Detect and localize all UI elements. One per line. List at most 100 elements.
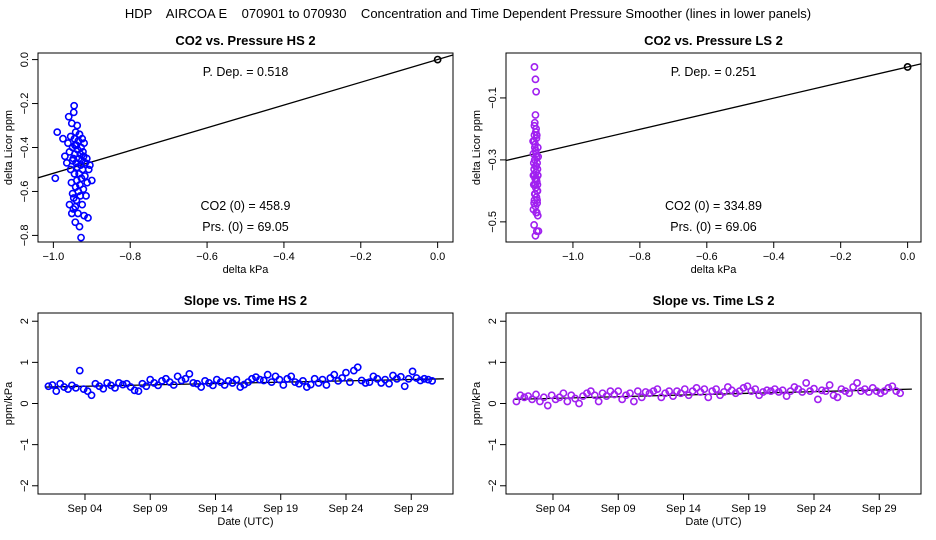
data-point (563, 397, 572, 406)
data-point (533, 186, 542, 195)
data-point (763, 386, 771, 395)
data-point (551, 395, 560, 404)
data-point (275, 375, 284, 384)
y-tick-label: −1 (487, 438, 499, 451)
data-point (70, 141, 79, 150)
data-point (751, 385, 760, 394)
annotation-prs-zero: Prs. (0) = 69.05 (202, 220, 289, 234)
annotation-prs-zero: Prs. (0) = 69.06 (670, 220, 757, 234)
data-point (82, 191, 90, 200)
x-tick-label: −0.4 (273, 251, 295, 263)
data-point (837, 385, 846, 394)
data-point (661, 389, 670, 398)
x-tick-label: −0.2 (830, 251, 852, 263)
data-point (845, 389, 854, 398)
data-point (87, 176, 96, 185)
data-point (428, 376, 437, 385)
y-tick-label: 1 (487, 359, 499, 365)
data-point (64, 139, 72, 148)
data-point (70, 101, 79, 110)
data-point (767, 387, 775, 396)
data-point (263, 370, 272, 379)
x-tick-label: 0.0 (430, 251, 445, 263)
panel-ls-pressure: CO2 vs. Pressure LS 2 −1.0 −0.8 −0.6 −0.4 −0.… (471, 33, 922, 276)
data-point (118, 380, 127, 389)
data-point (189, 379, 198, 387)
data-point (778, 386, 787, 395)
data-point (731, 389, 740, 398)
data-point (829, 391, 838, 400)
data-point (75, 366, 84, 375)
data-point (708, 387, 717, 396)
data-point (532, 134, 541, 143)
data-point (704, 393, 713, 402)
data-point (71, 218, 80, 227)
data-point (534, 227, 543, 236)
panel-title: CO2 vs. Pressure HS 2 (175, 33, 315, 48)
data-point (130, 386, 139, 395)
y-tick-label: 0 (487, 400, 499, 406)
data-point (84, 165, 93, 174)
data-point (66, 132, 75, 141)
data-point (87, 391, 96, 400)
data-point (396, 372, 405, 381)
y-tick-label: −0.2 (19, 93, 31, 115)
y-axis-label: delta Licor ppm (3, 110, 15, 185)
data-point (790, 383, 799, 391)
data-point (173, 372, 182, 381)
data-point (543, 401, 552, 410)
data-point (279, 381, 288, 389)
data-point (841, 387, 850, 396)
data-point (220, 381, 229, 389)
data-point (539, 393, 548, 402)
data-point (559, 389, 568, 398)
data-point (802, 379, 811, 387)
data-point (739, 383, 748, 392)
data-point (404, 374, 413, 383)
data-point (420, 374, 429, 383)
data-point (79, 185, 88, 194)
annotation-pdep: P. Dep. = 0.251 (671, 65, 757, 79)
data-point (181, 374, 190, 383)
data-point (531, 146, 540, 155)
data-point (79, 385, 88, 394)
y-tick-label: −0.5 (487, 211, 499, 233)
x-tick-label: Sep 14 (666, 503, 701, 515)
data-point (555, 393, 564, 402)
data-point (67, 209, 76, 218)
data-point (712, 385, 721, 394)
data-point (75, 222, 84, 231)
data-point (590, 391, 599, 400)
data-point (71, 383, 80, 392)
data-point (433, 55, 442, 64)
data-point (532, 87, 541, 96)
data-point (821, 387, 830, 396)
data-point (197, 383, 206, 391)
data-point (530, 63, 539, 71)
x-axis-label: delta kPa (223, 264, 270, 276)
panel-ls-time: Slope vs. Time LS 2 Sep 04 Sep 09 Sep 14 Sep… (471, 293, 922, 528)
data-point (888, 382, 897, 391)
data-point (306, 380, 315, 389)
y-axis-label: ppm/kPa (3, 381, 15, 425)
panel-hs-time: Slope vs. Time HS 2 Sep 04 Sep 09 Sep 14 Sep… (3, 293, 454, 528)
data-point (532, 162, 541, 170)
plot-frame (505, 52, 922, 243)
x-tick-label: Sep 09 (601, 503, 636, 515)
data-point (602, 392, 611, 400)
data-point (361, 379, 370, 387)
data-point (896, 389, 905, 398)
data-point (575, 399, 583, 408)
plot-frame (505, 312, 922, 495)
data-point (849, 383, 858, 391)
plot-area (512, 379, 912, 410)
data-point (833, 393, 842, 402)
y-tick-label: −0.8 (19, 225, 31, 247)
y-tick-label: −1 (19, 438, 31, 451)
annotation-co2-zero: CO2 (0) = 458.9 (201, 199, 291, 213)
data-point (872, 387, 881, 396)
plot-area (38, 54, 453, 242)
data-point (424, 375, 433, 384)
data-point (134, 387, 143, 396)
